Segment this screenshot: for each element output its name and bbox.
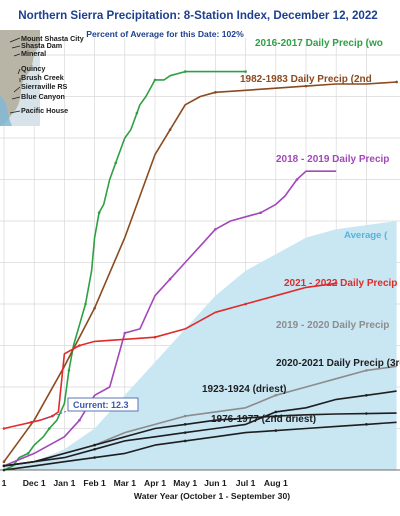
- data-point: [123, 331, 127, 335]
- data-point: [274, 414, 278, 418]
- data-point: [183, 423, 187, 426]
- data-point: [183, 439, 187, 443]
- data-point: [304, 84, 308, 88]
- station-label: Quincy: [21, 64, 45, 73]
- data-point: [274, 410, 278, 414]
- data-point: [26, 452, 30, 455]
- station-label: Mineral: [21, 49, 46, 58]
- station-label: Shasta Dam: [21, 41, 62, 50]
- data-point: [168, 128, 172, 131]
- station-label: Blue Canyon: [21, 92, 65, 101]
- x-tick-label: Jan 1: [53, 478, 75, 488]
- data-point: [183, 431, 187, 434]
- data-point: [274, 429, 278, 432]
- x-axis: 1 Dec 1 Jan 1 Feb 1 Mar 1 Apr 1 May 1 Jun 1 Jul …: [0, 469, 400, 488]
- chart-subtitle: Percent of Average for this Date: 102%: [86, 29, 244, 39]
- station-map: Mount Shasta City Shasta Dam Mineral Qui…: [0, 30, 84, 126]
- series-label: 1982-1983 Daily Precip (2nd: [240, 74, 372, 85]
- series-line: [3, 390, 397, 467]
- data-point: [153, 335, 157, 339]
- data-point: [78, 418, 81, 422]
- series-label: 2020-2021 Daily Precip (3rd: [276, 358, 400, 369]
- series-label: 2021 - 2022 Daily Precip: [284, 278, 397, 289]
- data-point: [214, 91, 217, 94]
- data-point: [93, 443, 96, 447]
- data-point: [48, 427, 51, 430]
- series-line: [3, 421, 397, 471]
- station-label: Mount Shasta City: [21, 34, 84, 43]
- data-point: [365, 369, 368, 372]
- station-leader: [13, 86, 21, 93]
- data-point: [365, 423, 368, 426]
- current-marker: Current: 12.3: [45, 397, 139, 420]
- station-label: Pacific House: [21, 106, 68, 115]
- data-point: [183, 70, 187, 73]
- chart-title: Northern Sierra Precipitation: 8-Station…: [18, 9, 378, 22]
- series-label: 2018 - 2019 Daily Precip: [276, 154, 389, 165]
- map-water: [0, 96, 12, 126]
- data-point: [2, 427, 6, 430]
- data-point: [2, 460, 6, 464]
- x-tick-label: Jun 1: [204, 478, 227, 488]
- x-tick-label: Jul 1: [236, 478, 256, 488]
- station-leader: [11, 96, 21, 100]
- data-point: [244, 70, 247, 73]
- series-line: [3, 412, 397, 467]
- data-point: [114, 161, 118, 165]
- data-point: [295, 178, 299, 181]
- station-leader: [13, 53, 21, 57]
- data-point: [67, 369, 71, 372]
- data-point: [274, 394, 278, 397]
- data-point: [214, 228, 217, 231]
- data-point: [97, 211, 101, 214]
- series-label: 1976-1977 (2nd driest): [211, 414, 316, 425]
- x-tick-label: 1: [2, 478, 7, 488]
- current-box: [67, 397, 139, 412]
- data-point: [93, 306, 96, 310]
- x-tick-label: Mar 1: [114, 478, 137, 488]
- data-point: [29, 420, 33, 424]
- station-leader: [9, 110, 21, 114]
- data-point: [395, 80, 398, 84]
- data-point: [153, 78, 157, 82]
- x-tick-label: Apr 1: [144, 478, 166, 488]
- x-tick-label: May 1: [173, 478, 197, 488]
- series-lines: [2, 70, 398, 472]
- data-point: [183, 414, 187, 418]
- station-leader: [9, 37, 21, 43]
- series-line: [3, 170, 337, 467]
- data-point: [84, 302, 87, 306]
- series-line: [3, 81, 397, 463]
- series-labels: 2016-2017 Daily Precip (wo 1982-1983 Dail…: [202, 38, 400, 425]
- station-markers: [9, 37, 21, 114]
- x-tick-label: Aug 1: [264, 478, 288, 488]
- station-label: Brush Creek: [21, 73, 64, 82]
- data-point: [259, 211, 263, 214]
- average-label: Average (: [344, 230, 388, 241]
- data-point: [2, 464, 6, 468]
- data-point: [93, 456, 96, 459]
- data-point: [51, 414, 54, 418]
- current-label: Current: 12.3: [73, 400, 129, 410]
- data-point: [244, 302, 247, 306]
- average-area: [4, 221, 397, 470]
- x-tick-label: Feb 1: [83, 478, 106, 488]
- station-leader: [11, 45, 21, 49]
- station-label: Sierraville RS: [21, 82, 68, 91]
- data-point: [135, 111, 139, 115]
- series-label: 2019 - 2020 Daily Precip: [276, 320, 389, 331]
- data-point: [168, 277, 172, 281]
- data-point: [78, 344, 81, 347]
- data-point: [334, 281, 338, 285]
- x-axis-label: Water Year (October 1 - September 30): [134, 491, 290, 501]
- station-leader: [17, 68, 21, 75]
- current-leader: [45, 409, 71, 420]
- data-point: [365, 412, 368, 415]
- series-label: 1923-1924 (driest): [202, 384, 287, 395]
- data-point: [365, 394, 368, 397]
- series-label: 2016-2017 Daily Precip (wo: [255, 38, 383, 49]
- x-tick-label: Dec 1: [23, 478, 46, 488]
- data-point: [93, 447, 96, 451]
